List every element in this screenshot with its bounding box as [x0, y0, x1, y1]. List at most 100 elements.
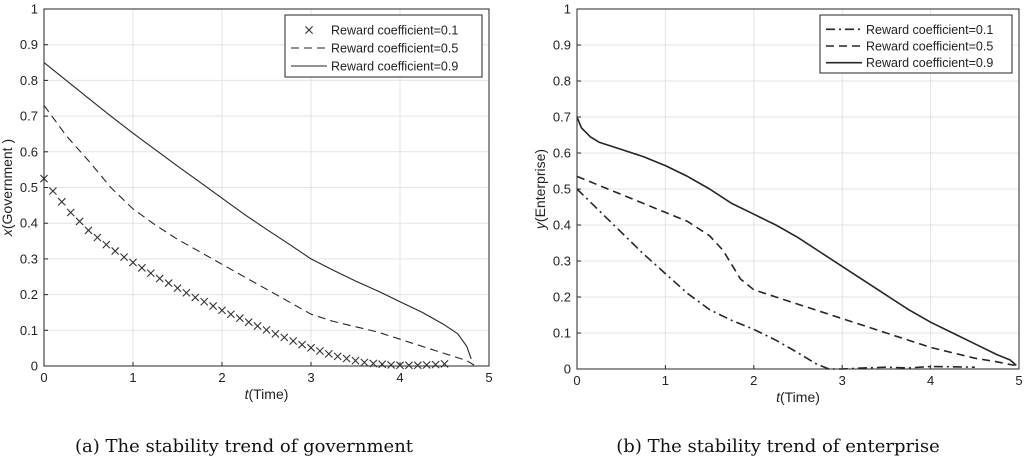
data-point	[182, 288, 191, 297]
data-point	[422, 360, 431, 369]
y-tick-label: 1	[564, 2, 571, 17]
data-point	[333, 352, 342, 361]
y-tick-label: 0.5	[20, 180, 38, 195]
legend-label: Reward coefficient=0.9	[866, 56, 993, 70]
legend-label: Reward coefficient=0.1	[866, 23, 993, 37]
data-point	[93, 233, 102, 242]
x-tick-label: 2	[218, 370, 225, 385]
x-tick-label: 4	[396, 370, 403, 385]
tick-labels: 0 1 2 3 4 5 0 0.1 0.2 0.3 0.4 0.5 0.6 0.7 0.8 0.9 1	[553, 2, 1023, 389]
y-tick-label: 0.9	[20, 37, 38, 52]
y-tick-label: 0.2	[553, 290, 571, 305]
data-point	[324, 349, 333, 358]
y-tick-label: 1	[31, 2, 38, 17]
data-point	[200, 297, 209, 306]
data-point	[48, 187, 57, 196]
y-axis-label-italic: y	[532, 221, 548, 230]
x-tick-label: 4	[927, 373, 934, 388]
y-tick-label: 0.8	[553, 74, 571, 89]
x-tick-label: 1	[662, 373, 669, 388]
data-point	[226, 310, 235, 319]
y-tick-label: 0.6	[553, 146, 571, 161]
data-point	[111, 247, 120, 256]
tick-labels: 0 1 2 3 4 5 0 0.1 0.2 0.3 0.4 0.5 0.6 0.7 0.8 0.9 1	[20, 2, 493, 386]
data-point	[102, 240, 111, 249]
legend-label: Reward coefficient=0.5	[866, 40, 993, 54]
data-point	[253, 322, 262, 331]
y-tick-label: 0.3	[553, 254, 571, 269]
series-reward-coefficient-0-9	[576, 116, 1017, 366]
x-axis-label-text: (Time)	[780, 389, 820, 405]
data-point	[218, 306, 226, 315]
y-tick-label: 0	[31, 359, 38, 374]
x-tick-label: 5	[1015, 373, 1022, 388]
y-tick-label: 0.3	[20, 251, 38, 266]
data-point	[244, 318, 253, 327]
y-tick-label: 0.8	[20, 73, 38, 88]
y-axis-label-text: (Enterprise)	[532, 149, 548, 222]
data-point	[307, 343, 315, 352]
x-axis-label-italic: t	[776, 389, 781, 405]
data-point	[209, 302, 218, 311]
y-tick-label: 0.6	[20, 144, 38, 159]
y-tick-label: 0	[564, 362, 571, 377]
data-point	[120, 253, 129, 262]
y-axis-label: x(Government )	[0, 139, 15, 237]
data-point	[413, 361, 422, 370]
series-reward-coefficient-0-5	[43, 105, 476, 367]
government-panel: 0 1 2 3 4 5 0 0.1 0.2 0.3 0.4 0.5 0.6 0.7 0.8 0.9 1 t(Ti…	[0, 2, 493, 458]
x-axis-label: t(Time)	[245, 386, 289, 402]
legend-label: Reward coefficient=0.1	[331, 24, 458, 38]
data-point	[155, 274, 164, 283]
legend: Reward coefficient=0.1 Reward coefficient…	[819, 14, 1013, 74]
y-tick-label: 0.5	[553, 182, 571, 197]
x-tick-label: 1	[129, 370, 136, 385]
data-point	[342, 354, 351, 363]
series-reward-coefficient-0-1	[576, 188, 975, 370]
y-tick-label: 0.2	[20, 287, 38, 302]
x-tick-label: 0	[573, 373, 580, 388]
data-point	[164, 279, 173, 288]
x-axis-label-text: (Time)	[248, 386, 288, 402]
data-point	[431, 360, 440, 369]
x-tick-label: 3	[307, 370, 314, 385]
x-tick-label: 3	[839, 373, 846, 388]
data-point	[173, 284, 182, 293]
data-point	[271, 329, 280, 338]
x-tick-label: 5	[485, 370, 492, 385]
data-point	[298, 340, 307, 349]
y-tick-label: 0.1	[553, 326, 571, 341]
legend-label: Reward coefficient=0.5	[331, 42, 458, 56]
y-axis-label-text: (Government )	[0, 139, 15, 229]
enterprise-panel: 0 1 2 3 4 5 0 0.1 0.2 0.3 0.4 0.5 0.6 0.7 0.8 0.9 1 t(Ti…	[532, 2, 1023, 458]
y-axis-label-italic: x	[0, 228, 15, 237]
series-reward-coefficient-0-9	[43, 62, 472, 360]
y-tick-label: 0.1	[20, 323, 38, 338]
y-tick-label: 0.9	[553, 38, 571, 53]
series-group	[40, 62, 476, 370]
data-point	[66, 208, 75, 217]
data-point	[191, 293, 200, 302]
data-point	[351, 356, 360, 365]
data-point	[84, 226, 93, 235]
data-point	[137, 263, 146, 272]
x-axis-label-italic: t	[245, 386, 250, 402]
y-tick-label: 0.7	[553, 110, 571, 125]
data-point	[235, 314, 244, 323]
data-point	[262, 325, 271, 334]
series-group	[576, 116, 1017, 370]
figure-caption: (b) The stability trend of enterprise	[616, 436, 939, 457]
data-point	[57, 197, 66, 206]
y-tick-label: 0.7	[20, 109, 38, 124]
data-point	[378, 360, 387, 369]
data-point	[315, 347, 324, 355]
data-point	[280, 333, 289, 342]
legend-label: Reward coefficient=0.9	[331, 60, 458, 74]
data-point	[360, 358, 369, 367]
x-axis-label: t(Time)	[776, 389, 820, 405]
data-point	[146, 269, 155, 278]
figure-caption: (a) The stability trend of government	[75, 436, 414, 457]
y-tick-label: 0.4	[553, 218, 571, 233]
x-tick-label: 2	[750, 373, 757, 388]
